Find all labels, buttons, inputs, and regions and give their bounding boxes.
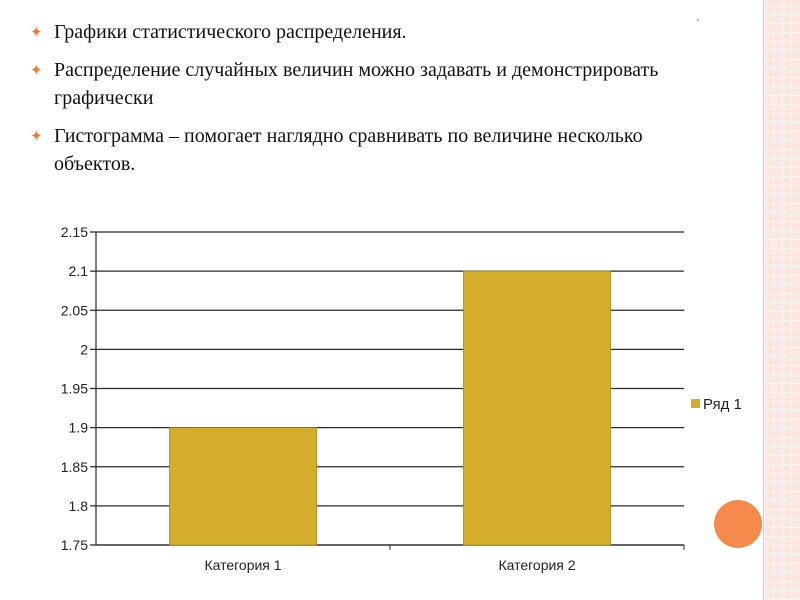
y-tick-label: 2.1 bbox=[69, 263, 89, 279]
y-tick-label: 1.75 bbox=[61, 537, 88, 553]
y-tick-label: 1.9 bbox=[69, 420, 89, 436]
bullet-item: ✦ Распределение случайных величин можно … bbox=[30, 56, 710, 112]
decorative-border-strip bbox=[764, 0, 800, 600]
y-tick-label: 2 bbox=[80, 341, 88, 357]
bullet-marker-icon: ✦ bbox=[30, 127, 43, 145]
bullet-item: ✦ Гистограмма – помогает наглядно сравни… bbox=[30, 122, 710, 178]
bullet-text: Графики статистического распределения. bbox=[54, 21, 407, 43]
bar bbox=[169, 427, 317, 546]
bullet-marker-icon: ✦ bbox=[30, 23, 43, 41]
bullet-marker-icon: ✦ bbox=[30, 61, 43, 79]
bullet-item: ✦ Графики статистического распределения. bbox=[30, 18, 710, 46]
accent-circle bbox=[714, 500, 762, 548]
bullet-text: Гистограмма – помогает наглядно сравнива… bbox=[54, 125, 643, 175]
y-tick-label: 2.15 bbox=[61, 224, 88, 240]
y-tick-label: 2.05 bbox=[61, 302, 88, 318]
decorative-border-line bbox=[763, 0, 764, 600]
x-tick-label: Категория 2 bbox=[498, 557, 575, 573]
y-tick-label: 1.8 bbox=[69, 498, 89, 514]
y-tick-label: 1.95 bbox=[61, 381, 88, 397]
y-tick-label: 1.85 bbox=[61, 459, 88, 475]
legend-swatch bbox=[691, 399, 700, 408]
bullet-text: Распределение случайных величин можно за… bbox=[54, 59, 659, 109]
x-tick-label: Категория 1 bbox=[204, 557, 281, 573]
legend-label: Ряд 1 bbox=[703, 396, 742, 413]
corner-mark: ° bbox=[696, 18, 700, 27]
bullet-list: ✦ Графики статистического распределения.… bbox=[30, 18, 710, 188]
bar bbox=[463, 270, 611, 546]
